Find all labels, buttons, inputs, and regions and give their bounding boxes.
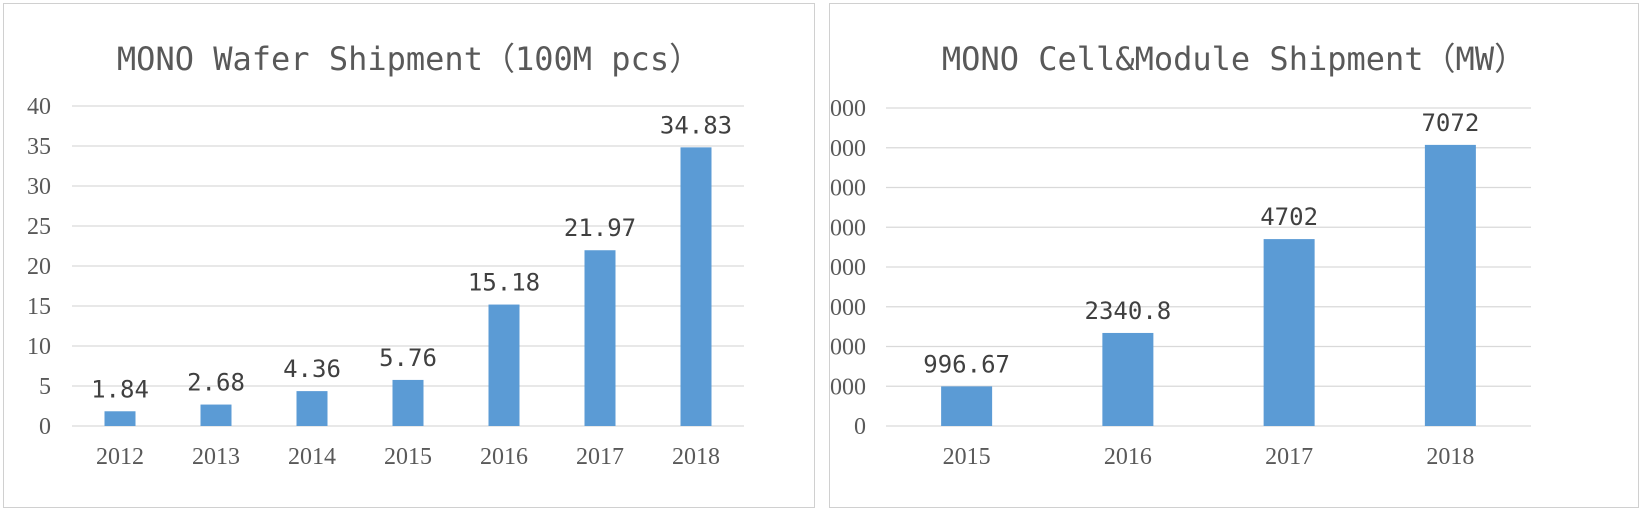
y-tick-label: 40 <box>27 94 51 120</box>
chart-title: MONO Wafer Shipment（100M pcs） <box>116 40 702 78</box>
bar <box>941 386 993 426</box>
x-tick-label: 2018 <box>672 444 720 470</box>
y-tick-label: 15 <box>27 294 51 320</box>
y-tick-label: 8000 <box>830 96 866 122</box>
bar <box>584 250 616 426</box>
x-tick-label: 2017 <box>1265 444 1313 470</box>
wafer-chart-plot: 0 5 10 15 20 25 30 35 40 1.84 2012 2.68 2013 4.36 2014… <box>27 94 744 470</box>
y-tick-label: 0 <box>39 414 51 440</box>
y-tick-label: 25 <box>27 214 51 240</box>
x-tick-label: 2016 <box>480 444 528 470</box>
data-label: 4.36 <box>283 355 341 383</box>
x-tick-label: 2014 <box>288 444 336 470</box>
x-tick-label: 2018 <box>1426 444 1474 470</box>
cell-module-shipment-chart: MONO Cell&Module Shipment（MW） 0 1000 2000 3… <box>829 3 1639 508</box>
chart-title: MONO Cell&Module Shipment（MW） <box>941 40 1527 78</box>
y-tick-label: 1000 <box>830 374 866 400</box>
bar <box>200 404 232 426</box>
data-label: 996.67 <box>923 350 1010 378</box>
y-tick-label: 2000 <box>830 335 866 361</box>
bar <box>488 304 520 426</box>
y-tick-label: 3000 <box>830 295 866 321</box>
y-tick-label: 30 <box>27 174 51 200</box>
wafer-shipment-chart: MONO Wafer Shipment（100M pcs） 0 5 10 15 20 25… <box>3 3 815 508</box>
y-tick-label: 6000 <box>830 176 866 202</box>
data-label: 34.83 <box>660 111 732 139</box>
y-tick-label: 5000 <box>830 215 866 241</box>
y-tick-label: 7000 <box>830 136 866 162</box>
bar <box>104 411 136 426</box>
data-label: 21.97 <box>564 214 636 242</box>
y-tick-label: 20 <box>27 254 51 280</box>
data-label: 2.68 <box>187 369 245 397</box>
cell-module-chart-plot: 0 1000 2000 3000 4000 5000 6000 7000 8000 996.67 2… <box>830 96 1531 470</box>
y-tick-label: 4000 <box>830 255 866 281</box>
bar <box>1102 332 1154 426</box>
data-label: 7072 <box>1421 109 1479 137</box>
data-label: 5.76 <box>379 344 437 372</box>
x-tick-label: 2015 <box>943 444 991 470</box>
x-tick-label: 2017 <box>576 444 624 470</box>
x-tick-label: 2012 <box>96 444 144 470</box>
bar <box>1424 144 1476 426</box>
data-label: 4702 <box>1260 203 1318 231</box>
y-tick-label: 10 <box>27 334 51 360</box>
y-tick-label: 0 <box>854 414 866 440</box>
y-tick-label: 5 <box>39 374 51 400</box>
x-tick-label: 2016 <box>1104 444 1152 470</box>
x-tick-label: 2015 <box>384 444 432 470</box>
bar <box>392 379 424 426</box>
bar <box>1263 239 1315 426</box>
data-label: 2340.8 <box>1085 297 1172 325</box>
x-tick-label: 2013 <box>192 444 240 470</box>
bar <box>680 147 712 427</box>
data-label: 15.18 <box>468 269 540 297</box>
y-tick-label: 35 <box>27 134 51 160</box>
bar <box>296 391 328 426</box>
data-label: 1.84 <box>91 375 149 403</box>
